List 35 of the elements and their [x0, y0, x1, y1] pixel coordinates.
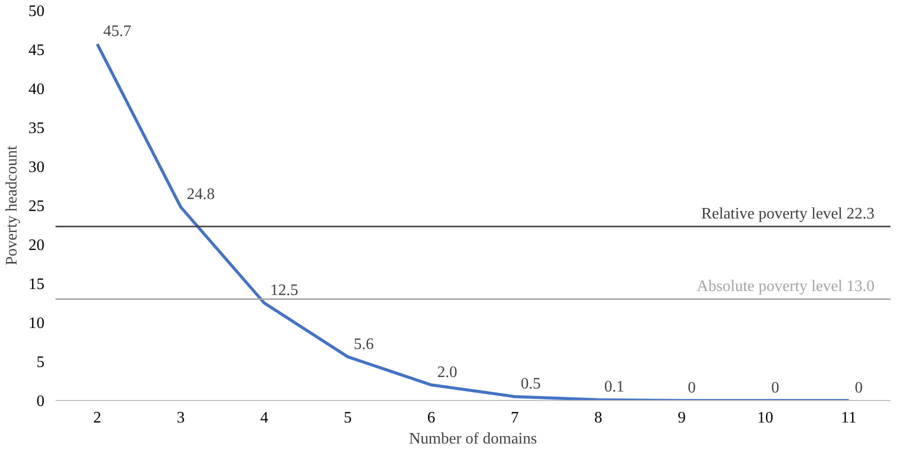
data-label: 24.8 — [186, 186, 215, 204]
y-tick-label: 25 — [28, 198, 44, 215]
data-label: 12.5 — [270, 282, 298, 299]
y-tick-label: 40 — [28, 81, 44, 98]
ref-line-label: Relative poverty level 22.3 — [701, 206, 874, 223]
x-tick-label: 6 — [427, 410, 436, 426]
data-label: 2.0 — [437, 364, 458, 381]
x-tick-label: 11 — [841, 410, 856, 426]
y-axis-title: Poverty headcount — [4, 145, 20, 266]
data-label: 45.7 — [103, 23, 132, 40]
y-tick-label: 5 — [36, 354, 44, 371]
y-tick-label: 50 — [28, 3, 44, 20]
x-axis-title: Number of domains — [409, 430, 537, 448]
x-tick-label: 9 — [678, 410, 686, 426]
y-tick-label: 10 — [28, 315, 44, 332]
y-tick-label: 35 — [28, 120, 44, 137]
data-label: 0 — [854, 380, 863, 396]
y-tick-label: 0 — [36, 393, 44, 410]
ref-line-label: Absolute poverty level 13.0 — [696, 278, 875, 296]
data-label: 5.6 — [354, 336, 374, 353]
x-tick-label: 10 — [757, 410, 774, 426]
y-tick-label: 30 — [28, 159, 44, 176]
x-tick-label: 8 — [594, 410, 602, 426]
data-label: 0 — [771, 380, 780, 396]
data-label: 0.5 — [520, 376, 541, 393]
y-tick-label: 45 — [28, 42, 44, 59]
x-tick-label: 4 — [260, 410, 268, 426]
y-tick-label: 20 — [28, 237, 44, 254]
x-tick-label: 5 — [344, 410, 352, 426]
data-label: 0 — [688, 380, 696, 396]
x-tick-label: 7 — [510, 410, 519, 426]
x-tick-label: 2 — [93, 410, 102, 426]
data-label: 0.1 — [604, 378, 624, 396]
x-tick-label: 3 — [176, 410, 185, 426]
y-tick-label: 15 — [28, 276, 44, 293]
